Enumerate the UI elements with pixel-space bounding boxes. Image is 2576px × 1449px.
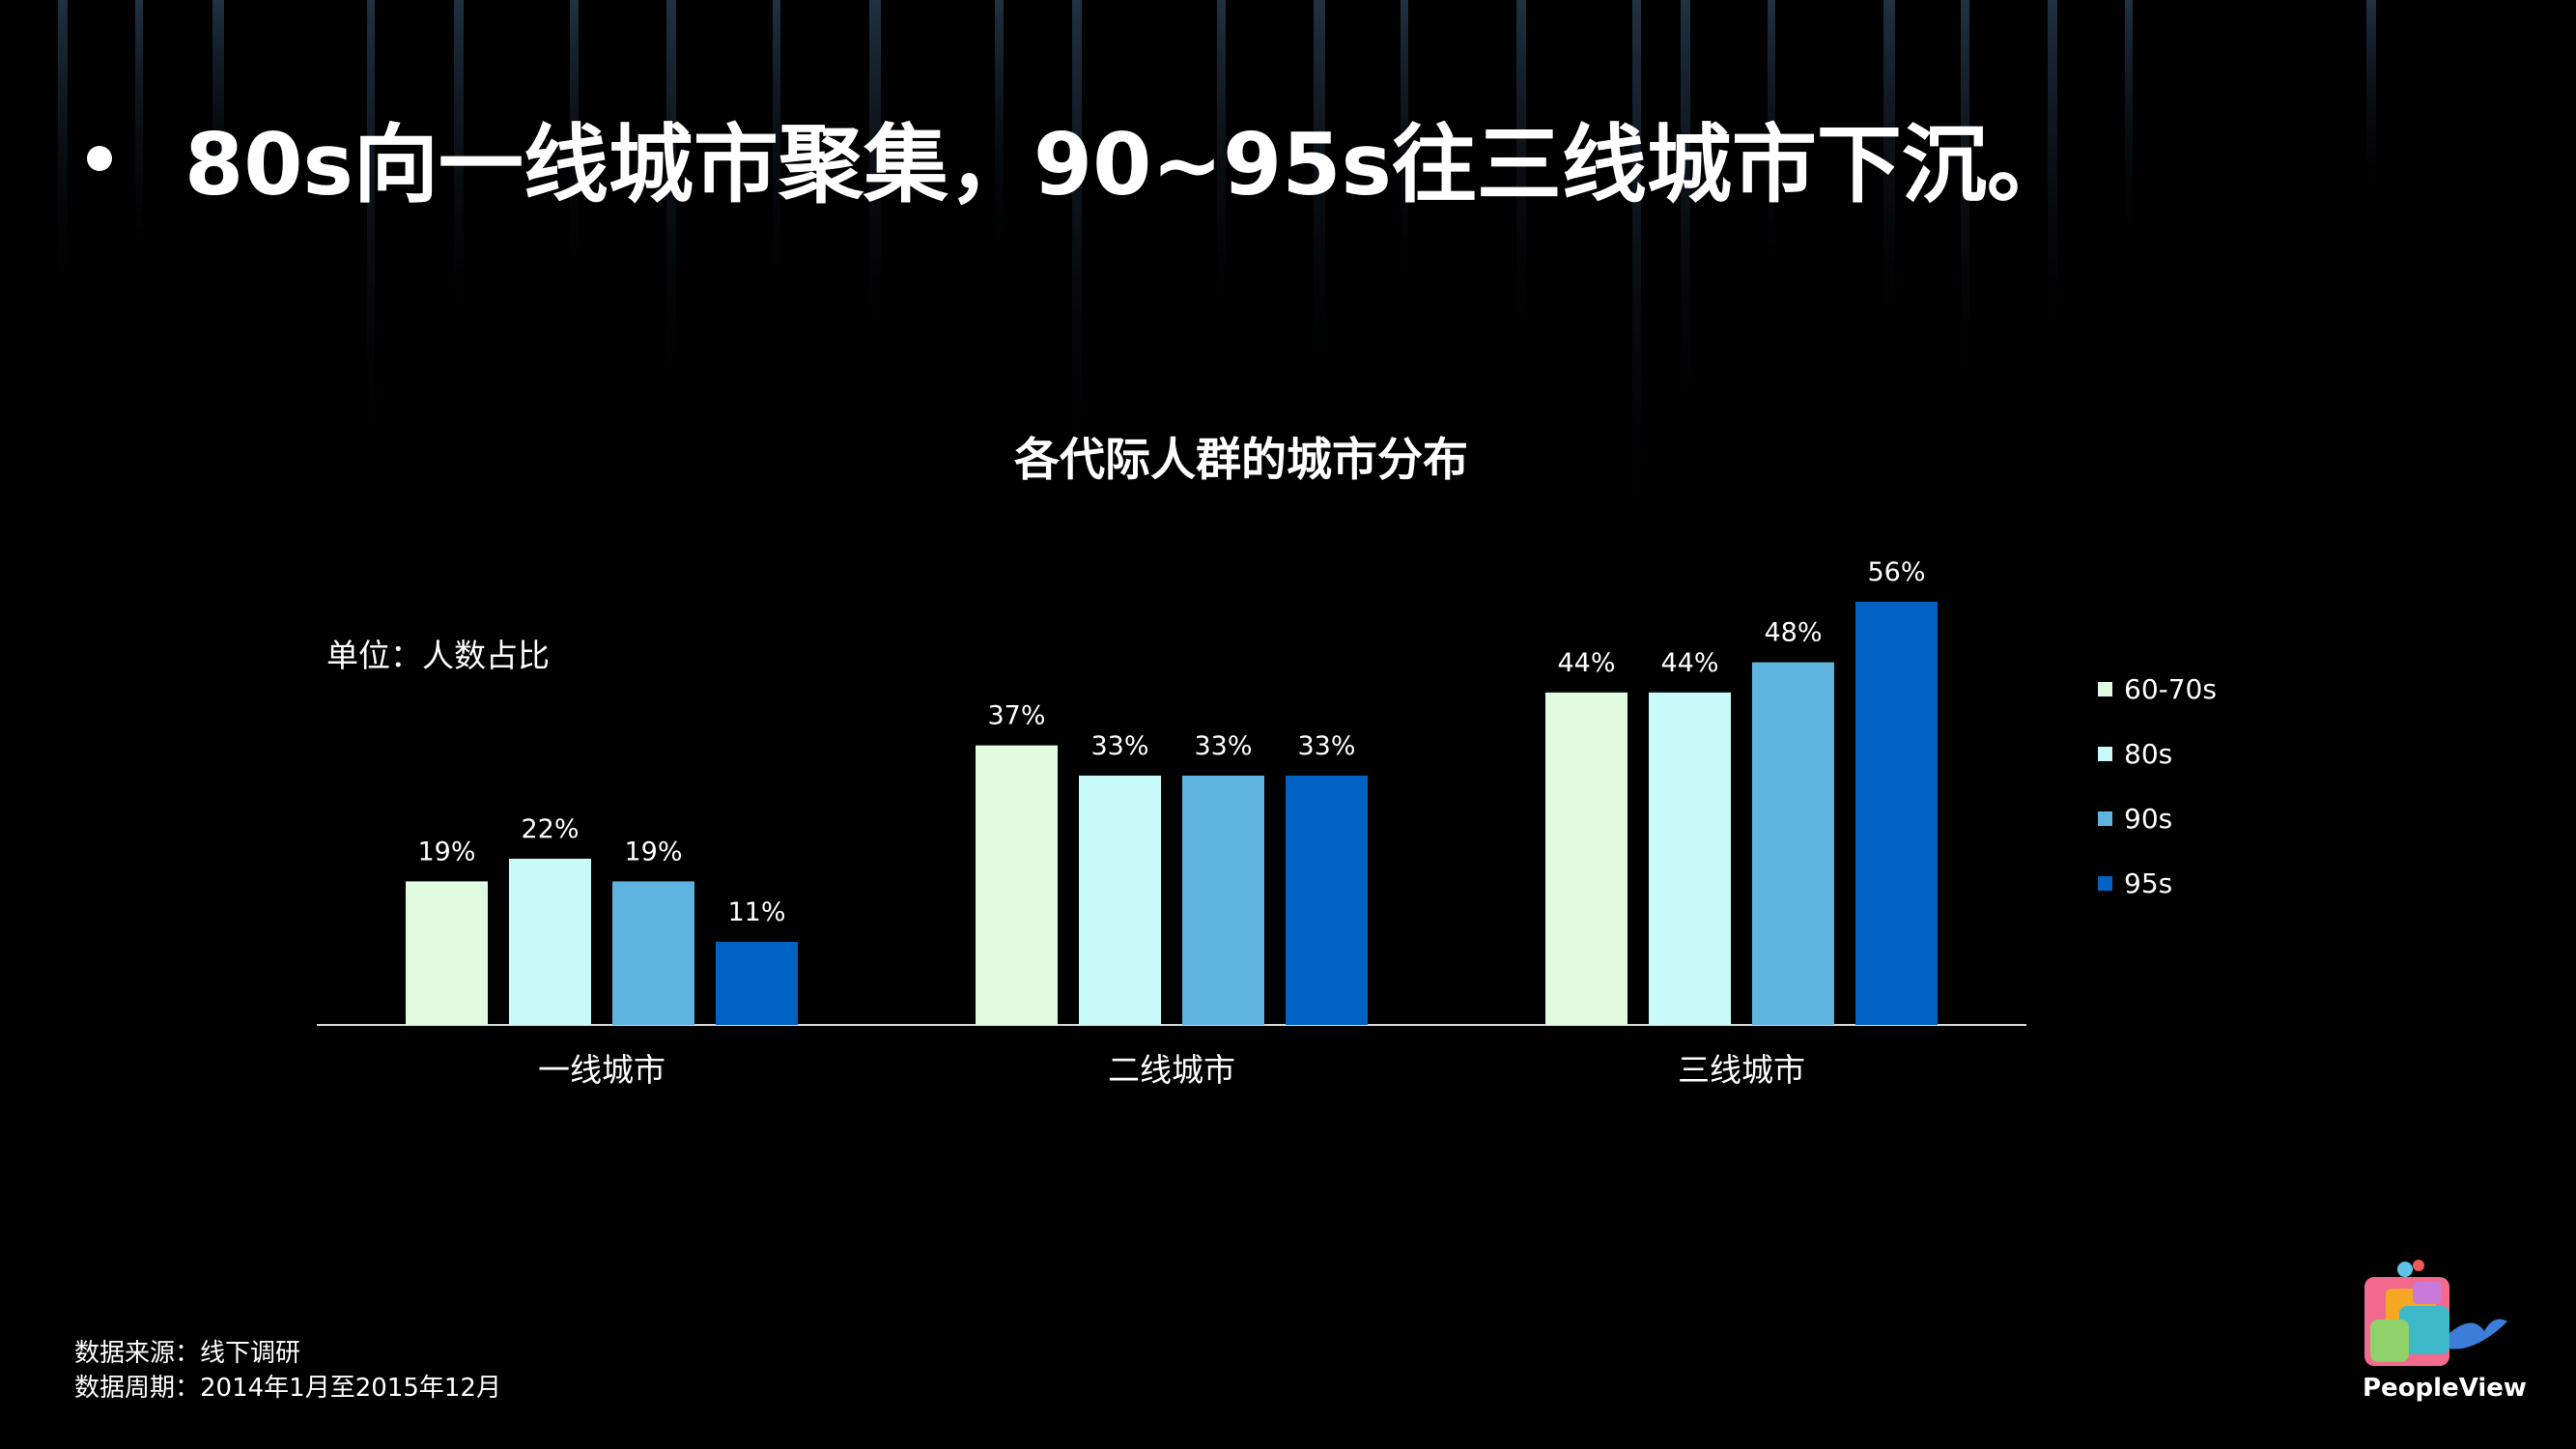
brand-name: PeopleView <box>2363 1374 2527 1403</box>
category-label: 一线城市 <box>538 1051 665 1089</box>
bar-value-label: 44% <box>1557 648 1615 678</box>
bar-value-label: 11% <box>727 897 785 927</box>
bar <box>1649 692 1731 1025</box>
data-source-line: 数据来源：线下调研 <box>74 1339 301 1368</box>
unit-label: 单位：人数占比 <box>326 637 550 674</box>
data-source: 数据来源：线下调研 数据周期：2014年1月至2015年12月 <box>74 1336 501 1406</box>
bar-value-label: 48% <box>1764 618 1822 648</box>
legend-label: 95s <box>2124 867 2173 899</box>
bullet-icon <box>87 145 112 171</box>
bar-value-label: 19% <box>624 837 682 867</box>
legend-label: 60-70s <box>2124 673 2217 705</box>
bar-value-label: 44% <box>1660 648 1718 678</box>
bar <box>1855 602 1938 1025</box>
bar-value-label: 33% <box>1194 731 1252 761</box>
data-period-line: 数据周期：2014年1月至2015年12月 <box>74 1374 501 1403</box>
legend-label: 80s <box>2124 738 2173 770</box>
bar <box>1545 692 1628 1025</box>
peopleview-logo-icon <box>2364 1260 2507 1366</box>
chart-title: 各代际人群的城市分布 <box>1014 434 1468 487</box>
bar-value-label: 33% <box>1297 731 1355 761</box>
bar <box>976 745 1058 1025</box>
headline: 80s向一线城市聚集，90~95s往三线城市下沉。 <box>87 97 2072 219</box>
bar <box>1079 775 1161 1025</box>
legend-item: 80s <box>2098 722 2217 786</box>
bar <box>716 941 798 1025</box>
legend-label: 90s <box>2124 803 2173 835</box>
bar-value-label: 37% <box>987 701 1045 731</box>
category-label: 三线城市 <box>1678 1051 1805 1089</box>
legend-item: 90s <box>2098 786 2217 851</box>
bar <box>406 881 488 1025</box>
bar-value-label: 56% <box>1867 557 1925 587</box>
legend-item: 60-70s <box>2098 657 2217 722</box>
legend-item: 95s <box>2098 851 2217 916</box>
legend-swatch <box>2098 811 2112 826</box>
bar <box>1182 775 1264 1025</box>
category-label: 二线城市 <box>1108 1051 1235 1089</box>
headline-text: 80s向一线城市聚集，90~95s往三线城市下沉。 <box>184 115 2072 214</box>
bar-value-label: 33% <box>1090 731 1148 761</box>
bar <box>612 881 694 1025</box>
bar-value-label: 22% <box>521 814 579 844</box>
bar <box>509 858 591 1025</box>
legend-swatch <box>2098 876 2112 891</box>
chart-legend: 60-70s 80s 90s 95s <box>2098 657 2217 916</box>
legend-swatch <box>2098 682 2112 696</box>
bar <box>1286 775 1368 1025</box>
bar-value-label: 19% <box>417 837 475 867</box>
bar <box>1752 662 1834 1025</box>
legend-swatch <box>2098 747 2112 761</box>
